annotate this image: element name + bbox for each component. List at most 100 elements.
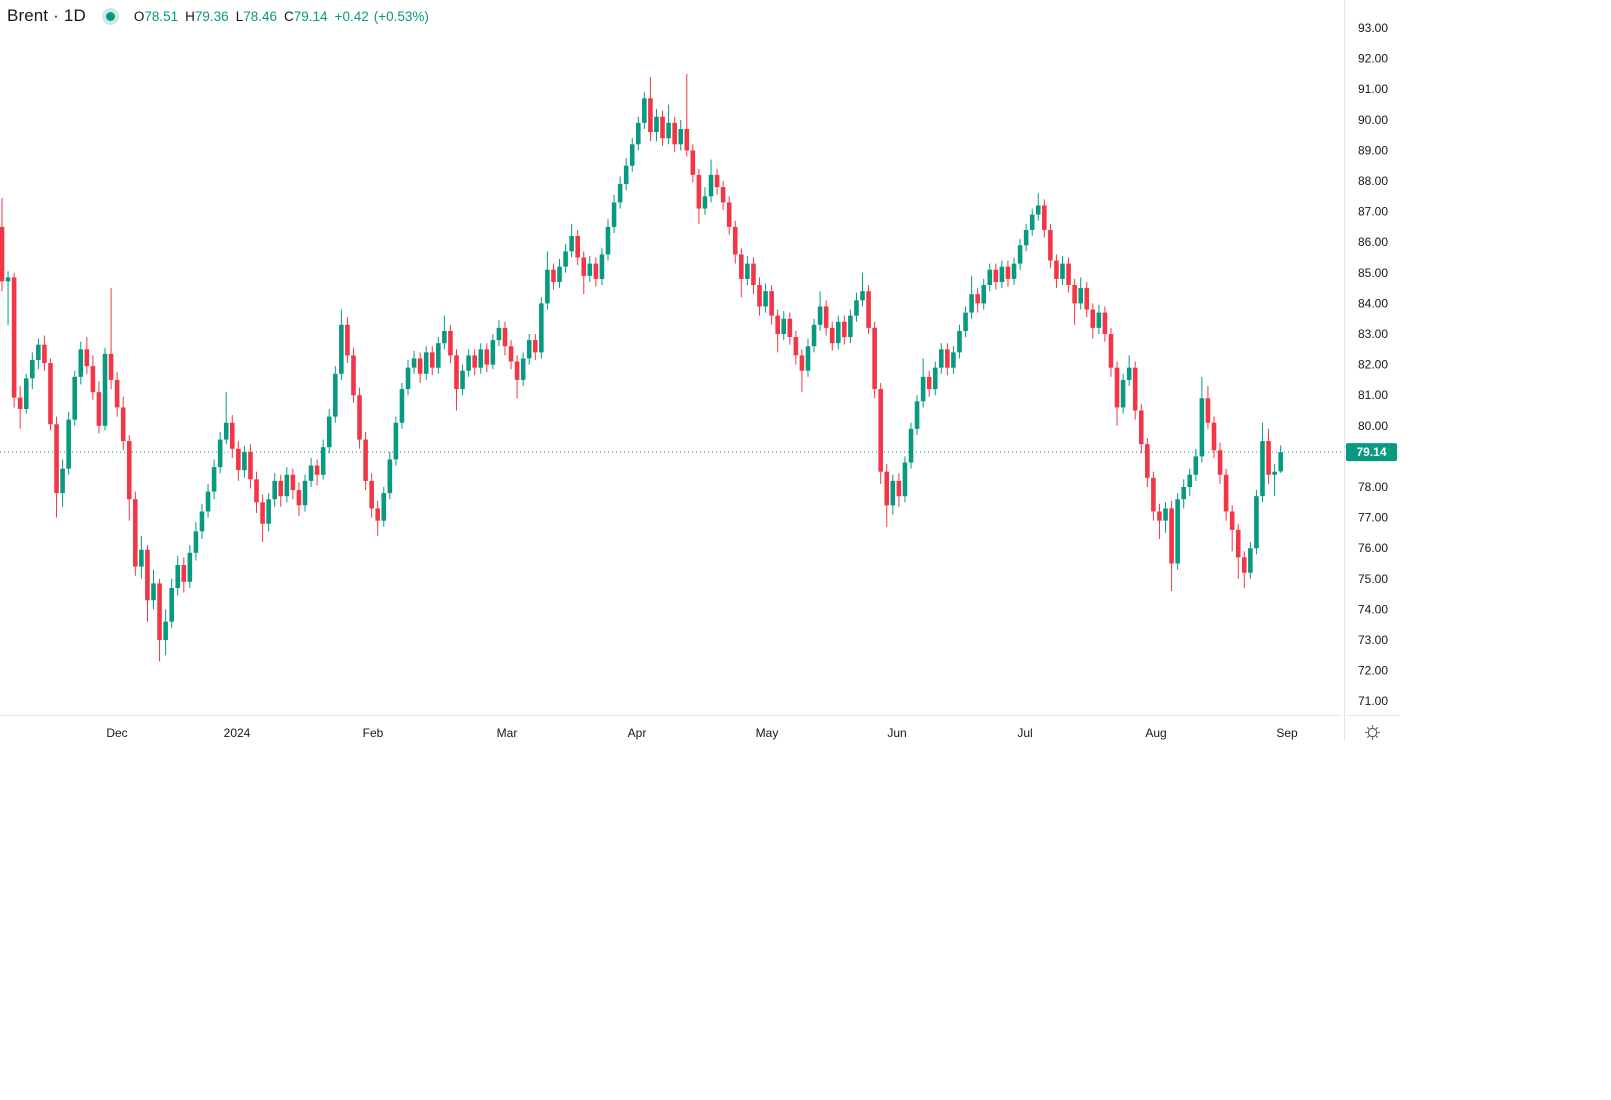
series-marker-icon <box>101 7 119 25</box>
candle-body <box>1151 477 1156 512</box>
candle-body <box>175 565 181 588</box>
y-axis-tick: 93.00 <box>1358 21 1388 35</box>
candle-body <box>1072 285 1077 304</box>
low-readout: L78.46 <box>236 9 277 24</box>
candle-body <box>842 321 847 338</box>
y-axis-tick: 76.00 <box>1358 541 1388 555</box>
open-readout: O78.51 <box>134 9 178 24</box>
candle-body <box>460 370 465 390</box>
candle-body <box>793 337 799 356</box>
candle-body <box>981 285 987 304</box>
candle-body <box>333 373 338 417</box>
candle-body <box>1102 312 1108 334</box>
candle-body <box>36 344 41 361</box>
candle-body <box>1005 266 1011 279</box>
candle-body <box>84 349 90 367</box>
candle-body <box>0 226 5 282</box>
candle-body <box>1254 496 1259 549</box>
interval-label[interactable]: 1D <box>63 6 86 25</box>
candle-body <box>1048 229 1053 261</box>
candle-body <box>1199 398 1205 457</box>
candle-body <box>878 389 883 472</box>
candle-body <box>1169 508 1174 564</box>
candle-body <box>42 344 47 364</box>
candle-body <box>1011 263 1017 279</box>
candle-body <box>484 349 490 365</box>
candle-body <box>1132 367 1138 411</box>
candle-body <box>1235 529 1241 558</box>
candle-body <box>545 269 550 304</box>
candle-body <box>399 389 405 423</box>
candle-body <box>1138 410 1144 445</box>
candle-body <box>345 324 350 356</box>
x-axis-label: Jul <box>1017 726 1032 740</box>
chart-legend: Brent · 1D O78.51 H79.36 L78.46 C79.14 +… <box>7 6 434 26</box>
candle-body <box>1272 471 1277 475</box>
y-axis-tick: 82.00 <box>1358 358 1388 372</box>
candle-body <box>405 367 411 390</box>
candle-body <box>17 397 23 409</box>
candle-body <box>23 378 29 409</box>
candle-body <box>442 330 447 344</box>
candle-body <box>636 122 641 145</box>
candle-body <box>248 451 253 480</box>
candle-body <box>648 98 653 133</box>
price-axis[interactable]: 93.00 92.00 91.00 90.00 89.00 88.00 87.00 86.00… <box>1358 21 1388 708</box>
candle-body <box>890 480 896 506</box>
candle-body <box>1193 456 1199 475</box>
y-axis-tick: 91.00 <box>1358 82 1388 96</box>
candle-body <box>60 468 65 494</box>
candle-body <box>1090 309 1096 328</box>
y-axis-tick: 83.00 <box>1358 327 1388 341</box>
candle-body <box>120 407 126 442</box>
candle-body <box>108 353 114 380</box>
candle-body <box>466 355 471 371</box>
candle-body <box>260 502 265 524</box>
candle-body <box>702 196 708 209</box>
symbol-name[interactable]: Brent <box>7 6 49 25</box>
candle-body <box>932 367 938 390</box>
candle-body <box>1217 450 1223 475</box>
candle-body <box>1060 263 1065 279</box>
candle-body <box>587 263 593 276</box>
candle-body <box>532 340 538 353</box>
candle-body <box>11 277 17 398</box>
settings-button[interactable] <box>1361 721 1383 743</box>
candle-body <box>975 294 980 304</box>
y-axis-tick: 80.00 <box>1358 419 1388 433</box>
candle-body <box>835 321 841 344</box>
candle-body <box>902 462 908 497</box>
candle-body <box>745 263 750 279</box>
candle-body <box>763 291 768 307</box>
y-axis-tick: 85.00 <box>1358 266 1388 280</box>
candle-body <box>1126 367 1132 380</box>
candle-body <box>751 263 756 286</box>
candle-body <box>811 324 817 347</box>
candle-body <box>787 318 793 338</box>
candle-body <box>678 128 684 145</box>
candle-body <box>575 236 580 258</box>
low-value: 78.46 <box>243 8 278 24</box>
candle-body <box>557 266 562 282</box>
open-label: O <box>133 8 145 24</box>
candle-body <box>642 98 647 123</box>
candle-body <box>617 184 623 203</box>
y-axis-tick: 77.00 <box>1358 511 1388 525</box>
time-axis[interactable]: Dec 2024 Feb Mar Apr May Jun Jul Aug Sep <box>106 726 1298 740</box>
candle-body <box>1114 367 1120 408</box>
candle-body <box>1229 511 1235 530</box>
candle-body <box>1248 548 1253 573</box>
candle-body <box>896 480 902 497</box>
candle-body <box>987 269 993 286</box>
open-value: 78.51 <box>144 8 179 24</box>
candle-body <box>1278 452 1283 472</box>
candle-body <box>569 236 574 252</box>
candle-body <box>320 447 326 475</box>
candle-body <box>351 355 356 396</box>
chart-pane[interactable] <box>0 0 1341 715</box>
gear-icon <box>1364 724 1380 740</box>
candle-body <box>1205 398 1211 423</box>
candle-body <box>708 174 714 197</box>
candle-body <box>1096 312 1102 328</box>
